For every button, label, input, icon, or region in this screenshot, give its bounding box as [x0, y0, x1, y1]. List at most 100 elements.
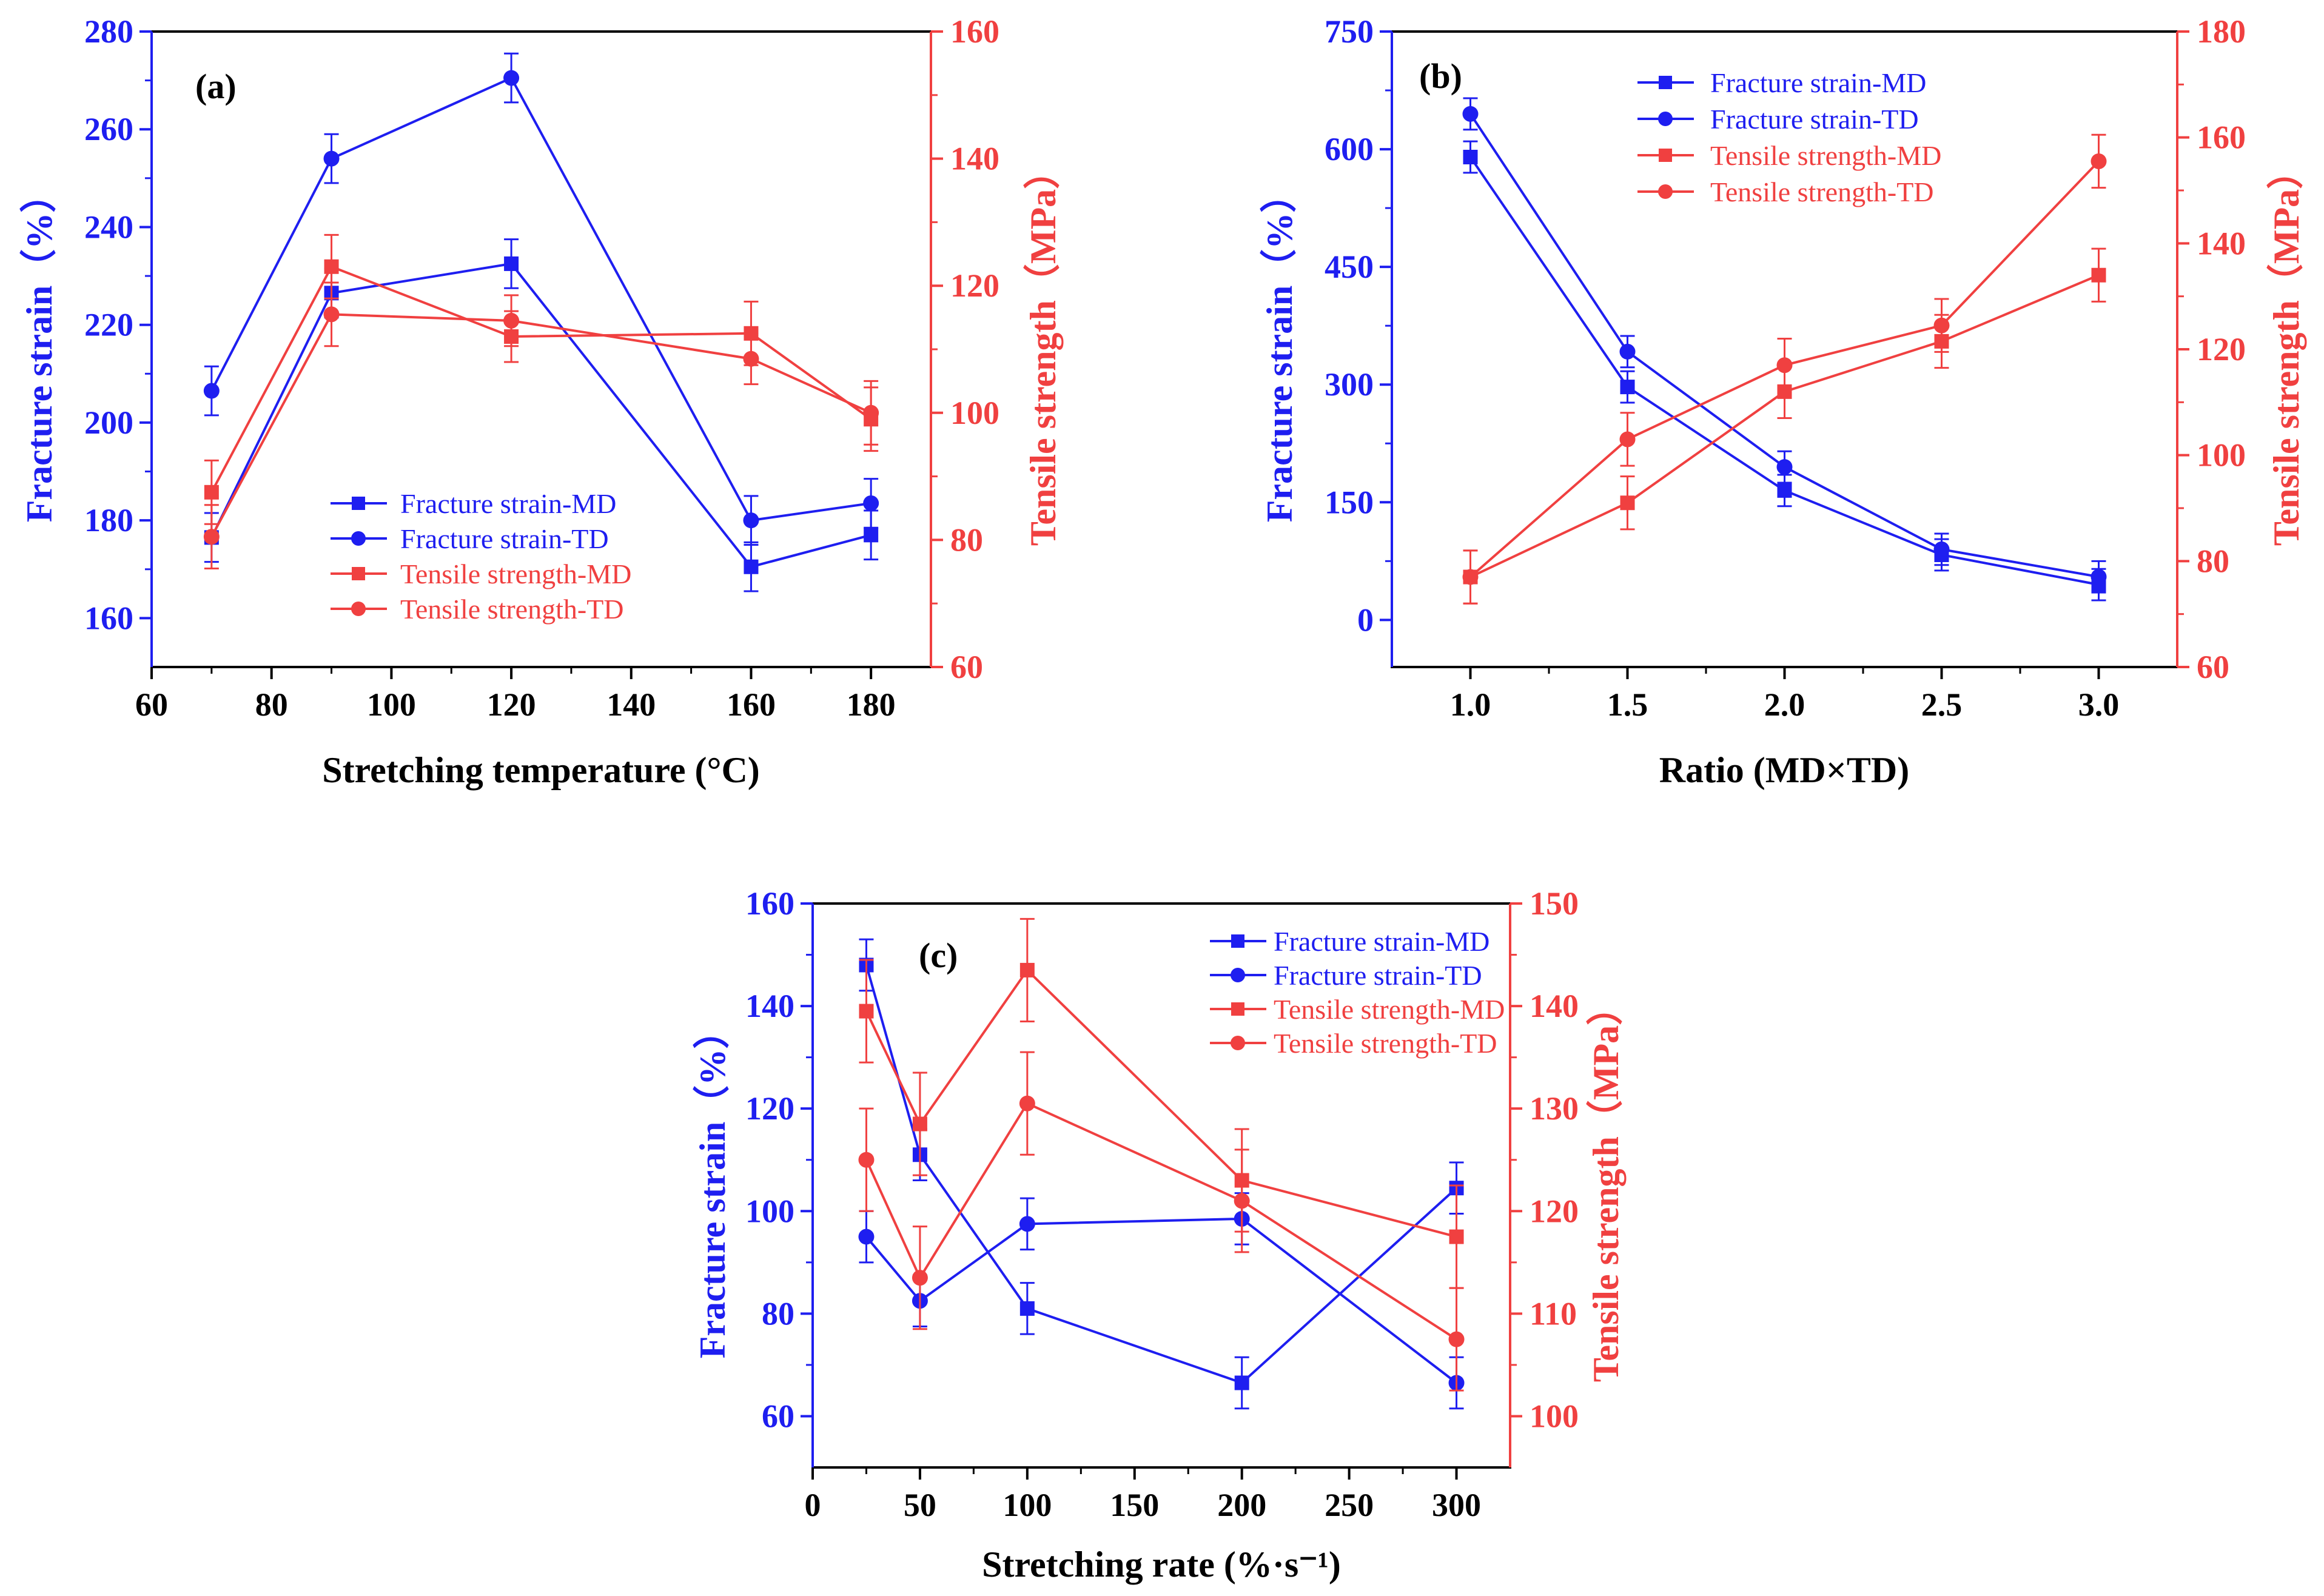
right-y-tick-label: 110 [1530, 1295, 1577, 1332]
data-point-circle [1933, 541, 1950, 557]
legend-label: Fracture strain-TD [400, 523, 609, 554]
right-y-tick-label: 60 [2197, 649, 2229, 685]
panel-b-ticks: 1.0 1.5 2.0 2.5 3.0 0 150 300 450 600 750 60 80 100 12… [1325, 13, 2246, 723]
legend-label: Fracture strain-TD [1274, 960, 1482, 991]
panel-c: 0 50 100 150 200 250 300 60 80 100 120 140 160 100 110… [692, 885, 1626, 1584]
data-point-circle [1619, 343, 1636, 360]
panel-b-left-axis-title: Fracture strain（%） [1259, 176, 1300, 522]
panel-b-legend-entry-2: Fracture strain-TD [1637, 104, 1919, 135]
panel-b-legend-entry-1: Fracture strain-MD [1637, 67, 1926, 98]
panel-c-legend-entry-4: Tensile strength-TD [1210, 1028, 1497, 1059]
data-point-circle [503, 70, 520, 86]
right-y-tick-label: 160 [2197, 119, 2246, 156]
x-tick-label: 3.0 [2078, 686, 2120, 723]
series-tensile-strength-td [203, 281, 879, 570]
right-y-tick-label: 120 [2197, 331, 2246, 367]
x-tick-label: 180 [847, 686, 896, 723]
legend-square-marker [352, 497, 365, 510]
data-point-square [324, 259, 339, 274]
data-point-square [2091, 267, 2106, 283]
legend-square-marker [1231, 934, 1244, 948]
data-point-circle [1462, 569, 1479, 585]
data-point-circle [912, 1270, 928, 1286]
right-y-tick-label: 100 [2197, 437, 2246, 474]
left-y-tick-label: 120 [745, 1090, 794, 1127]
series-tensile-strength-td [858, 1051, 1465, 1392]
data-point-circle [1933, 317, 1950, 334]
panel-b-legend: Fracture strain-MD Fracture strain-TD Te… [1637, 67, 1941, 207]
series-tensile-strength-td [1462, 133, 2107, 605]
legend-circle-marker [351, 531, 366, 546]
data-point-circle [743, 350, 759, 367]
series-line [210, 262, 872, 569]
left-y-tick-label: 80 [762, 1295, 794, 1332]
data-point-circle [203, 383, 220, 399]
panel-c-legend-entry-3: Tensile strength-MD [1210, 994, 1505, 1025]
left-y-tick-label: 160 [84, 600, 133, 636]
legend-label: Tensile strength-MD [400, 558, 631, 589]
legend-circle-marker [1658, 112, 1673, 126]
x-tick-label: 80 [255, 686, 288, 723]
left-y-tick-label: 140 [745, 988, 794, 1024]
x-tick-label: 1.0 [1450, 686, 1491, 723]
data-point-square [864, 528, 879, 543]
x-tick-label: 50 [904, 1487, 936, 1523]
data-point-circle [323, 150, 340, 167]
legend-label: Fracture strain-TD [1710, 104, 1919, 135]
legend-circle-marker [1231, 968, 1245, 982]
right-y-tick-label: 130 [1530, 1090, 1579, 1127]
data-point-square [1019, 1301, 1035, 1316]
legend-circle-marker [1658, 184, 1673, 199]
x-tick-label: 160 [727, 686, 776, 723]
x-tick-label: 200 [1217, 1487, 1266, 1523]
panel-b-plot [1462, 97, 2107, 605]
left-y-tick-label: 180 [84, 502, 133, 538]
right-y-tick-label: 120 [1530, 1193, 1579, 1229]
panel-c-ticks: 0 50 100 150 200 250 300 60 80 100 120 140 160 100 110… [745, 885, 1579, 1523]
left-y-tick-label: 450 [1325, 249, 1374, 285]
legend-label: Tensile strength-TD [1274, 1028, 1497, 1059]
left-y-tick-label: 240 [84, 209, 133, 245]
panel-a-legend-entry-2: Fracture strain-TD [331, 523, 609, 554]
data-point-circle [503, 312, 520, 329]
data-point-circle [1448, 1331, 1465, 1347]
legend-square-marker [1659, 76, 1672, 89]
legend-label: Tensile strength-TD [400, 594, 624, 625]
x-tick-label: 250 [1325, 1487, 1374, 1523]
legend-circle-marker [351, 602, 366, 616]
data-point-circle [858, 1229, 875, 1245]
right-y-tick-label: 60 [950, 649, 983, 685]
panel-c-legend-entry-1: Fracture strain-MD [1210, 926, 1489, 957]
data-point-circle [1462, 106, 1479, 122]
data-point-circle [1019, 1095, 1035, 1112]
data-point-circle [1776, 459, 1793, 475]
x-tick-label: 150 [1110, 1487, 1159, 1523]
data-point-square [1620, 495, 1635, 511]
data-point-circle [863, 404, 879, 421]
x-tick-label: 120 [487, 686, 536, 723]
right-y-tick-label: 140 [1530, 988, 1579, 1024]
data-point-square [744, 559, 759, 574]
data-point-square [1463, 150, 1478, 165]
right-y-tick-label: 100 [950, 395, 999, 431]
legend-label: Fracture strain-MD [400, 488, 616, 519]
panel-c-legend-entry-2: Fracture strain-TD [1210, 960, 1482, 991]
left-y-tick-label: 600 [1325, 131, 1374, 167]
panel-c-right-axis-title: Tensile strength（MPa） [1585, 989, 1626, 1382]
panel-a-right-axis-title: Tensile strength（MPa） [1023, 153, 1063, 546]
legend-label: Fracture strain-MD [1274, 926, 1489, 957]
x-tick-label: 60 [135, 686, 168, 723]
data-point-circle [1019, 1216, 1035, 1232]
panel-c-legend: Fracture strain-MD Fracture strain-TD Te… [1210, 926, 1505, 1059]
series-fracture-strain-md [859, 938, 1464, 1410]
data-point-square [1019, 962, 1035, 977]
legend-label: Tensile strength-MD [1274, 994, 1505, 1025]
left-y-tick-label: 100 [745, 1193, 794, 1229]
legend-square-marker [1231, 1002, 1244, 1016]
left-y-tick-label: 280 [84, 13, 133, 50]
data-point-square [1449, 1229, 1464, 1244]
legend-circle-marker [1231, 1036, 1245, 1050]
panel-b: 1.0 1.5 2.0 2.5 3.0 0 150 300 450 600 750 60 80 100 12… [1259, 13, 2306, 790]
series-line [865, 1217, 1457, 1384]
data-point-square [204, 485, 219, 500]
